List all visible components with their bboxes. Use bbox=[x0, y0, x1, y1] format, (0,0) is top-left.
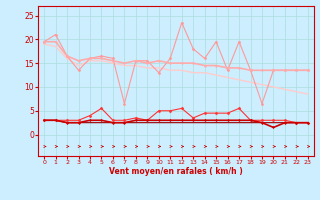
X-axis label: Vent moyen/en rafales ( km/h ): Vent moyen/en rafales ( km/h ) bbox=[109, 167, 243, 176]
